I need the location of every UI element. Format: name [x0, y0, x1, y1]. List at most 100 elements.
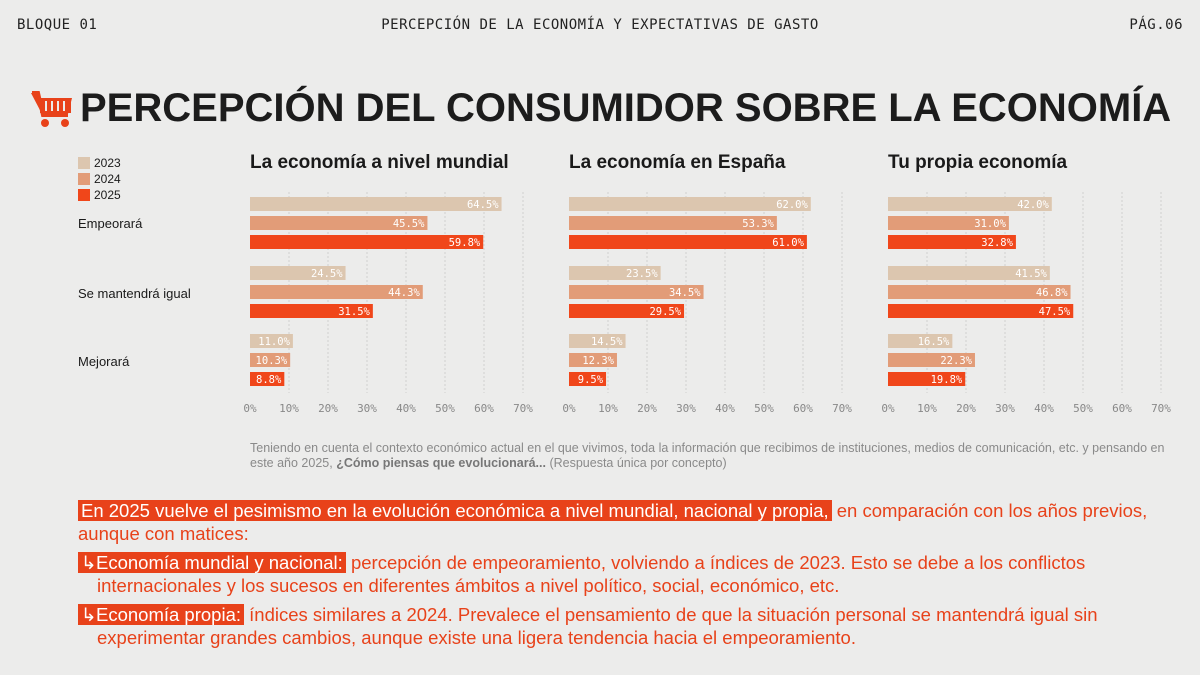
bar — [888, 372, 966, 386]
tick-label: 30% — [995, 402, 1015, 415]
row-label-mejorara: Mejorará — [78, 354, 130, 369]
tick-label: 60% — [474, 402, 494, 415]
bar — [250, 334, 293, 348]
data-label: 53.3% — [742, 218, 774, 230]
tick-label: 10% — [279, 402, 299, 415]
summary-paragraph: En 2025 vuelve el pesimismo en la evoluc… — [78, 499, 1178, 545]
data-label: 46.8% — [1036, 287, 1068, 299]
data-label: 9.5% — [578, 374, 604, 386]
bar — [250, 304, 373, 318]
tick-label: 50% — [754, 402, 774, 415]
tick-label: 50% — [1073, 402, 1093, 415]
tick-label: 0% — [881, 402, 895, 415]
bar — [569, 285, 704, 299]
charts-area: 0% 10% 20% 30% 40% 50% 60% 70% 64.5% 45.5% 59.8% 24… — [243, 192, 1171, 415]
data-label: 10.3% — [256, 355, 288, 367]
bar — [888, 266, 1050, 280]
bar — [250, 353, 291, 367]
bar — [250, 266, 346, 280]
data-label: 62.0% — [776, 199, 808, 211]
bar — [569, 266, 661, 280]
page-title: PERCEPCIÓN DEL CONSUMIDOR SOBRE LA ECONO… — [80, 86, 1172, 130]
data-label: 16.5% — [918, 336, 950, 348]
bar — [250, 197, 502, 211]
summary-highlight: En 2025 vuelve el pesimismo en la evoluc… — [78, 500, 832, 521]
bar — [888, 197, 1052, 211]
bar — [888, 353, 975, 367]
bar — [888, 334, 953, 348]
bullet-label-box: ↳Economía mundial y nacional: — [78, 552, 346, 573]
bar — [569, 216, 777, 230]
data-label: 41.5% — [1015, 268, 1047, 280]
data-label: 61.0% — [772, 237, 804, 249]
bullet-line1: índices similares a 2024. Prevalece el p… — [244, 604, 1098, 625]
survey-question: Teniendo en cuenta el contexto económico… — [250, 441, 1175, 471]
data-label: 19.8% — [931, 374, 963, 386]
tick-label: 70% — [1151, 402, 1171, 415]
legend-swatch — [78, 157, 90, 169]
bar — [250, 372, 285, 386]
data-label: 47.5% — [1039, 306, 1071, 318]
tick-label: 40% — [396, 402, 416, 415]
tick-label: 60% — [793, 402, 813, 415]
data-label: 32.8% — [981, 237, 1013, 249]
chart-title-mundial: La economía a nivel mundial — [250, 152, 509, 173]
section-title: PERCEPCIÓN DE LA ECONOMÍA Y EXPECTATIVAS… — [381, 17, 819, 33]
bar — [250, 285, 423, 299]
legend-item-2025: 2025 — [78, 187, 121, 203]
tick-label: 70% — [513, 402, 533, 415]
row-label-igual: Se mantendrá igual — [78, 286, 191, 301]
tick-label: 20% — [637, 402, 657, 415]
tick-label: 50% — [435, 402, 455, 415]
row-label-empeorara: Empeorará — [78, 216, 143, 231]
data-label: 29.5% — [649, 306, 681, 318]
bar — [250, 216, 428, 230]
question-suffix: (Respuesta única por concepto) — [545, 456, 727, 470]
tick-label: 0% — [243, 402, 257, 415]
bar — [569, 304, 685, 318]
shopping-cart-icon — [31, 91, 72, 127]
legend-item-2023: 2023 — [78, 155, 121, 171]
data-label: 45.5% — [393, 218, 425, 230]
data-label: 59.8% — [449, 237, 481, 249]
question-text: Teniendo en cuenta el contexto económico… — [250, 441, 1165, 470]
legend: 2023 2024 2025 — [78, 155, 121, 203]
chart-title-propia: Tu propia economía — [888, 152, 1068, 173]
arrow-turn-right-icon: ↳ — [81, 552, 97, 573]
tick-label: 10% — [917, 402, 937, 415]
bullet-label-box: ↳Economía propia: — [78, 604, 245, 625]
bullet-line2: internacionales y los sucesos en diferen… — [97, 575, 840, 596]
arrow-turn-right-icon: ↳ — [81, 604, 97, 625]
bar — [888, 235, 1016, 249]
data-label: 34.5% — [669, 287, 701, 299]
data-label: 42.0% — [1017, 199, 1049, 211]
bullet-propia: ↳Economía propia: índices similares a 20… — [78, 603, 1178, 649]
bar — [569, 197, 811, 211]
data-label: 31.5% — [338, 306, 370, 318]
data-label: 11.0% — [258, 336, 290, 348]
data-label: 23.5% — [626, 268, 658, 280]
data-label: 31.0% — [974, 218, 1006, 230]
data-label: 14.5% — [591, 336, 623, 348]
bullet-label: Economía mundial y nacional: — [96, 552, 343, 573]
legend-swatch — [78, 173, 90, 185]
bar — [569, 372, 607, 386]
bullet-label: Economía propia: — [96, 604, 242, 625]
bar — [569, 334, 626, 348]
tick-label: 0% — [562, 402, 576, 415]
data-label: 22.3% — [940, 355, 972, 367]
data-label: 12.3% — [582, 355, 614, 367]
tick-label: 10% — [598, 402, 618, 415]
tick-label: 30% — [357, 402, 377, 415]
tick-label: 60% — [1112, 402, 1132, 415]
tick-label: 20% — [956, 402, 976, 415]
chart-title-espana: La economía en España — [569, 152, 786, 173]
tick-label: 40% — [1034, 402, 1054, 415]
bullet-line1: percepción de empeoramiento, volviendo a… — [345, 552, 1086, 573]
question-bold: ¿Cómo piensas que evolucionará... — [336, 456, 546, 470]
data-label: 44.3% — [388, 287, 420, 299]
bar — [888, 304, 1074, 318]
tick-label: 30% — [676, 402, 696, 415]
bar — [250, 235, 484, 249]
data-label: 64.5% — [467, 199, 499, 211]
